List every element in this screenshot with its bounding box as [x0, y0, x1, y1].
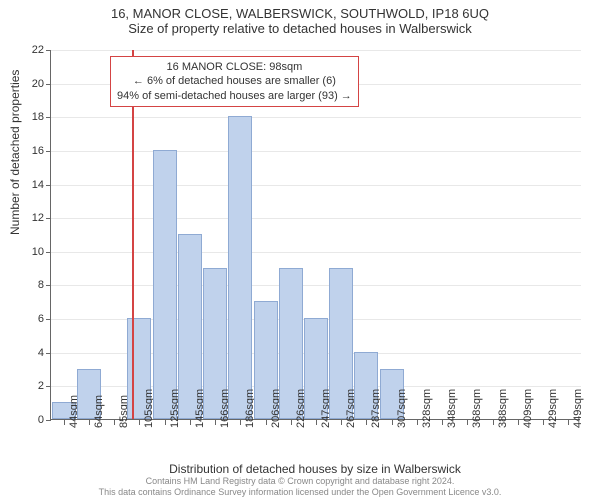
xtick-label: 388sqm — [497, 389, 509, 428]
footer-line1: Contains HM Land Registry data © Crown c… — [0, 476, 600, 487]
xtick-mark — [467, 420, 468, 425]
ytick-label: 12 — [32, 212, 44, 224]
grid-line — [51, 117, 581, 118]
xtick-mark — [190, 420, 191, 425]
ytick-label: 16 — [32, 145, 44, 157]
histogram-bar — [153, 150, 177, 419]
footer: Contains HM Land Registry data © Crown c… — [0, 476, 600, 498]
ytick-mark — [46, 353, 51, 354]
xtick-mark — [266, 420, 267, 425]
ytick-mark — [46, 386, 51, 387]
ytick-mark — [46, 252, 51, 253]
xtick-label: 429sqm — [547, 389, 559, 428]
grid-line — [51, 252, 581, 253]
grid-line — [51, 50, 581, 51]
ytick-label: 6 — [38, 313, 44, 325]
ytick-mark — [46, 117, 51, 118]
ytick-mark — [46, 420, 51, 421]
ytick-label: 20 — [32, 78, 44, 90]
xtick-mark — [341, 420, 342, 425]
footer-line2: This data contains Ordinance Survey info… — [0, 487, 600, 498]
ytick-mark — [46, 285, 51, 286]
ytick-label: 4 — [38, 347, 44, 359]
annotation-line1: 16 MANOR CLOSE: 98sqm — [117, 60, 352, 74]
chart-subtitle: Size of property relative to detached ho… — [0, 21, 600, 40]
ytick-label: 10 — [32, 246, 44, 258]
ytick-label: 22 — [32, 44, 44, 56]
xtick-mark — [568, 420, 569, 425]
xtick-mark — [518, 420, 519, 425]
xtick-mark — [240, 420, 241, 425]
ytick-label: 8 — [38, 279, 44, 291]
xtick-mark — [215, 420, 216, 425]
ytick-mark — [46, 185, 51, 186]
chart-title: 16, MANOR CLOSE, WALBERSWICK, SOUTHWOLD,… — [0, 0, 600, 21]
xtick-label: 328sqm — [421, 389, 433, 428]
ytick-label: 0 — [38, 414, 44, 426]
xtick-mark — [392, 420, 393, 425]
xtick-mark — [417, 420, 418, 425]
xtick-mark — [366, 420, 367, 425]
xtick-mark — [165, 420, 166, 425]
ytick-label: 2 — [38, 380, 44, 392]
ytick-label: 18 — [32, 111, 44, 123]
grid-line — [51, 151, 581, 152]
histogram-bar — [228, 116, 252, 419]
xtick-label: 64sqm — [93, 395, 105, 428]
xtick-label: 409sqm — [522, 389, 534, 428]
xtick-mark — [442, 420, 443, 425]
x-axis-label: Distribution of detached houses by size … — [50, 462, 580, 476]
xtick-label: 307sqm — [396, 389, 408, 428]
xtick-mark — [64, 420, 65, 425]
ytick-mark — [46, 319, 51, 320]
ytick-mark — [46, 84, 51, 85]
grid-line — [51, 285, 581, 286]
chart-area: 024681012141618202244sqm64sqm85sqm105sqm… — [50, 50, 580, 420]
xtick-mark — [493, 420, 494, 425]
annotation-line2: ← 6% of detached houses are smaller (6) — [117, 74, 352, 88]
xtick-label: 449sqm — [572, 389, 584, 428]
annotation-line3: 94% of semi-detached houses are larger (… — [117, 89, 352, 103]
y-axis-label: Number of detached properties — [8, 70, 22, 235]
xtick-mark — [139, 420, 140, 425]
xtick-mark — [291, 420, 292, 425]
grid-line — [51, 185, 581, 186]
ytick-mark — [46, 151, 51, 152]
annotation-box: 16 MANOR CLOSE: 98sqm ← 6% of detached h… — [110, 56, 359, 107]
ytick-mark — [46, 50, 51, 51]
xtick-mark — [316, 420, 317, 425]
xtick-mark — [89, 420, 90, 425]
xtick-mark — [543, 420, 544, 425]
xtick-label: 368sqm — [471, 389, 483, 428]
ytick-mark — [46, 218, 51, 219]
xtick-label: 348sqm — [446, 389, 458, 428]
xtick-mark — [114, 420, 115, 425]
ytick-label: 14 — [32, 179, 44, 191]
grid-line — [51, 218, 581, 219]
